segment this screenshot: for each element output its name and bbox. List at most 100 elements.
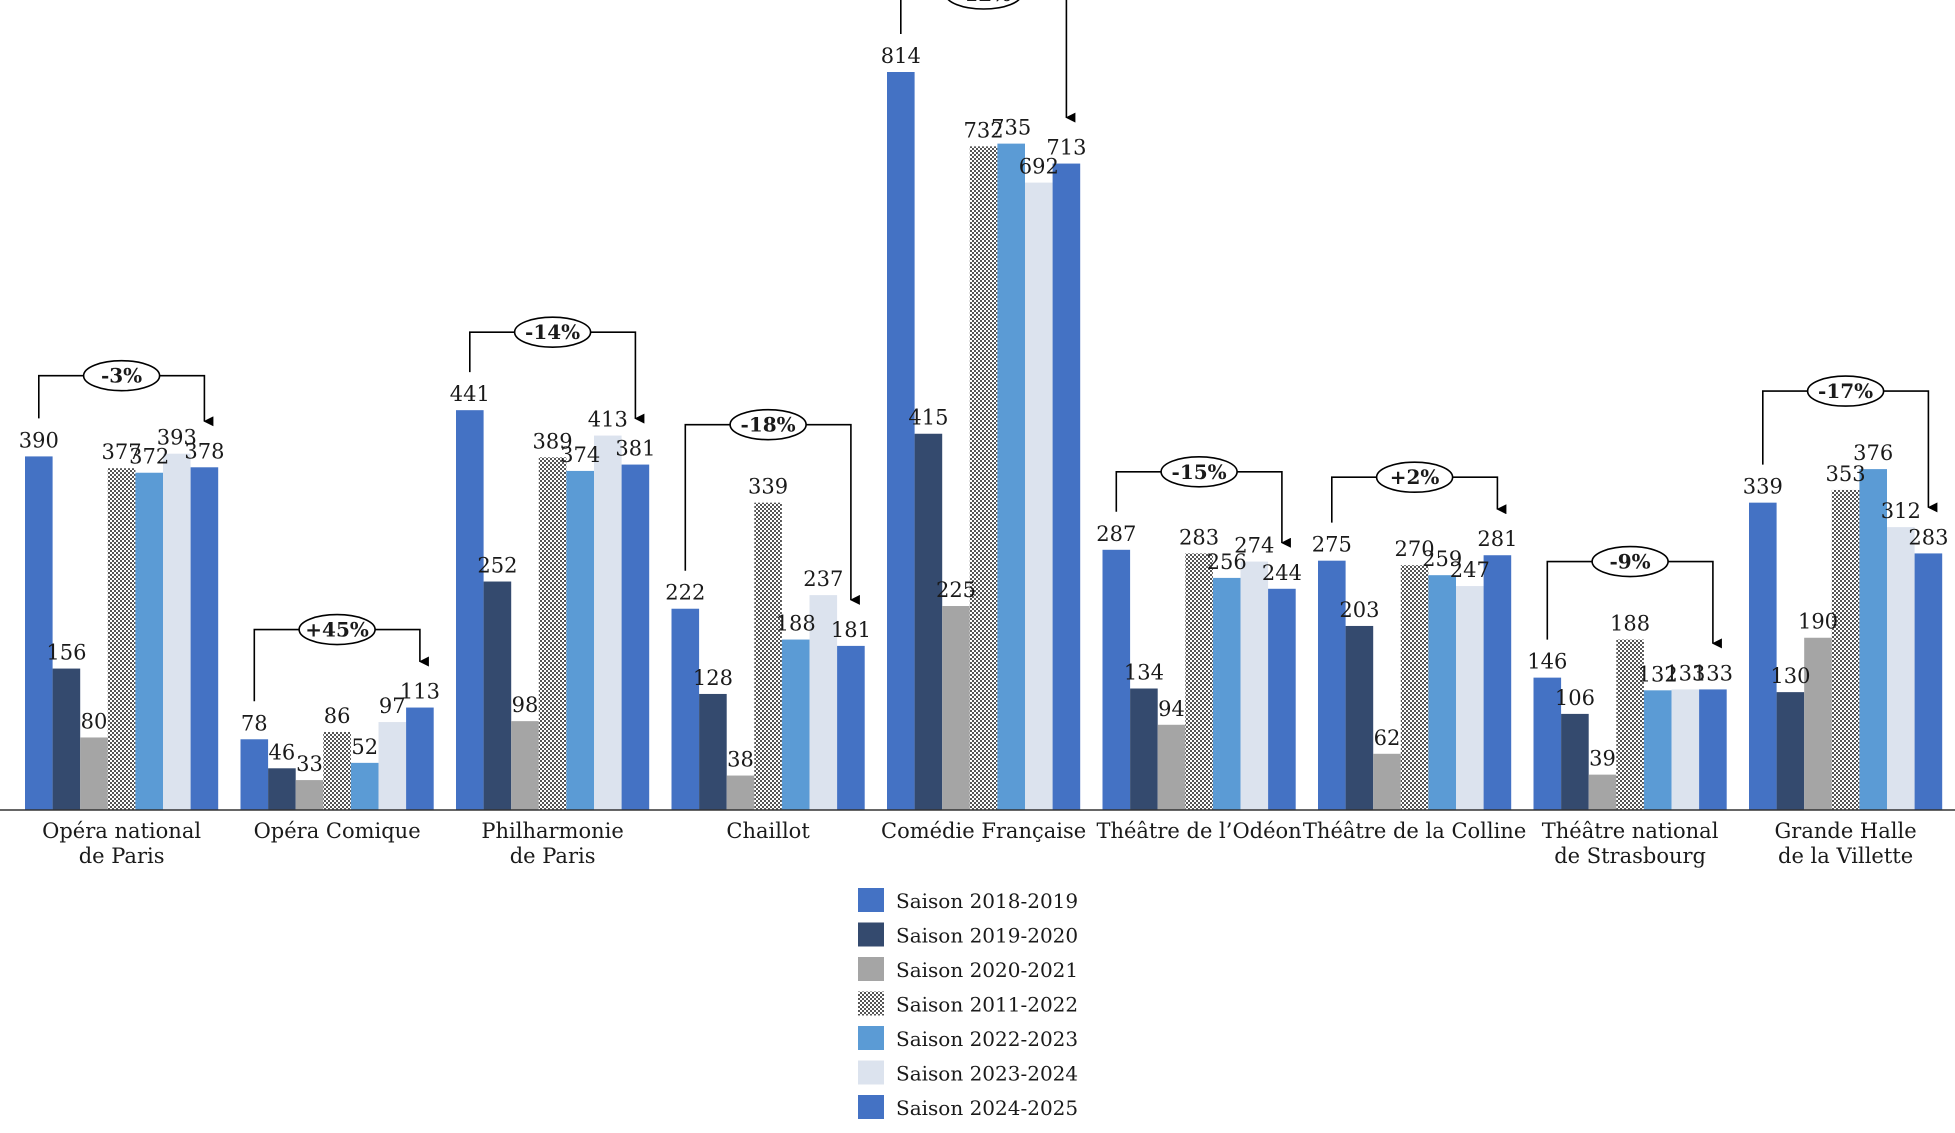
bar-3-4 (781, 639, 810, 810)
legend-label-2: Saison 2020-2021 (896, 958, 1078, 982)
data-label-1-0: 78 (241, 711, 268, 735)
data-label-2-0: 441 (450, 382, 490, 406)
bar-4-1 (914, 433, 943, 810)
data-label-1-4: 52 (351, 735, 378, 759)
bar-6-2 (1373, 753, 1401, 810)
bar-4-5 (1025, 182, 1053, 811)
bar-2-5 (594, 435, 622, 810)
legend-label-1: Saison 2019-2020 (896, 924, 1078, 948)
bar-1-0 (240, 739, 269, 810)
data-label-7-2: 39 (1589, 747, 1616, 771)
bar-1-1 (268, 768, 296, 810)
bar-2-0 (456, 410, 484, 810)
bar-8-2 (1804, 637, 1832, 810)
category-label-8: Grande Halle de la Villette (1775, 819, 1917, 868)
bar-2-2 (511, 721, 539, 810)
data-label-1-1: 46 (269, 740, 296, 764)
data-label-8-1: 130 (1770, 664, 1810, 688)
bar-7-0 (1533, 677, 1562, 810)
bar-6-4 (1428, 575, 1456, 810)
data-label-5-0: 287 (1096, 522, 1136, 546)
legend-label-0: Saison 2018-2019 (896, 889, 1078, 913)
legend-label-3: Saison 2011-2022 (896, 993, 1078, 1017)
legend-swatch-2 (858, 957, 884, 981)
bar-5-2 (1157, 724, 1186, 810)
data-label-7-3: 188 (1610, 612, 1650, 636)
bar-3-5 (809, 595, 838, 810)
data-label-2-3: 389 (533, 429, 573, 453)
category-label-0: Opéra national de Paris (42, 819, 201, 868)
bar-0-5 (163, 453, 191, 810)
change-badge-6 (1375, 461, 1454, 494)
bar-4-2 (942, 606, 970, 810)
bar-1-6 (406, 707, 434, 810)
data-label-8-3: 353 (1826, 462, 1866, 486)
legend-swatch-5 (858, 1060, 884, 1085)
data-label-8-6: 283 (1908, 525, 1948, 549)
data-label-1-2: 33 (296, 752, 323, 776)
bar-0-2 (80, 737, 108, 810)
bar-8-1 (1776, 692, 1805, 810)
data-label-8-2: 190 (1798, 610, 1838, 634)
bar-8-5 (1887, 527, 1915, 810)
bar-5-3 (1185, 553, 1213, 810)
category-label-2: Philharmonie de Paris (481, 819, 623, 868)
bar-1-3 (323, 732, 351, 810)
data-label-0-5: 393 (157, 426, 197, 450)
legend-swatch-1 (858, 922, 884, 947)
bar-0-6 (190, 467, 219, 810)
bar-7-3 (1616, 639, 1644, 810)
data-label-2-6: 381 (615, 437, 655, 461)
change-label-8: -17% (1818, 379, 1873, 403)
data-label-0-1: 156 (46, 641, 86, 665)
data-label-3-6: 181 (831, 618, 871, 642)
change-badge-3 (729, 408, 807, 441)
legend: Saison 2018-2019 Saison 2019-2020 Saison 2… (858, 888, 1078, 1120)
bar-5-4 (1212, 577, 1241, 810)
data-label-0-3: 377 (102, 440, 142, 464)
data-label-5-1: 134 (1124, 661, 1164, 685)
data-label-4-0: 814 (881, 44, 921, 68)
data-label-4-1: 415 (908, 406, 948, 430)
data-label-6-6: 281 (1477, 527, 1517, 551)
data-label-2-5: 413 (588, 408, 628, 432)
bar-2-4 (566, 470, 594, 810)
bar-1-4 (350, 762, 379, 810)
category-label-4: Comédie Française (881, 819, 1086, 843)
data-label-3-5: 237 (803, 567, 843, 591)
category-label-6: Théâtre de la Colline (1303, 819, 1526, 843)
change-label-6: +2% (1390, 465, 1440, 489)
legend-swatch-3 (858, 991, 884, 1016)
change-badge-0 (82, 359, 161, 392)
bar-7-4 (1643, 690, 1672, 810)
bar-6-5 (1456, 586, 1484, 810)
change-badge-7 (1591, 545, 1669, 578)
bar-5-5 (1240, 561, 1269, 810)
bar-5-1 (1130, 688, 1158, 810)
data-label-7-5: 133 (1665, 661, 1705, 685)
data-label-8-0: 339 (1743, 475, 1783, 499)
data-label-6-2: 62 (1374, 726, 1401, 750)
data-label-2-1: 252 (477, 554, 517, 578)
data-label-7-6: 133 (1693, 661, 1733, 685)
bar-4-4 (997, 143, 1025, 810)
bar-6-0 (1318, 560, 1346, 810)
data-label-3-2: 38 (727, 748, 754, 772)
data-label-6-5: 247 (1450, 558, 1490, 582)
data-label-5-6: 244 (1262, 561, 1302, 585)
legend-swatch-4 (858, 1026, 884, 1050)
data-label-2-2: 98 (512, 693, 539, 717)
data-label-6-4: 259 (1422, 547, 1462, 571)
data-label-8-4: 376 (1853, 441, 1893, 465)
data-label-7-4: 132 (1638, 662, 1678, 686)
data-label-1-5: 97 (379, 694, 406, 718)
bar-1-2 (295, 780, 324, 810)
bar-5-6 (1268, 588, 1296, 810)
change-label-3: -18% (741, 413, 796, 437)
bar-0-3 (107, 468, 136, 810)
bar-3-2 (726, 775, 755, 810)
change-badge-5 (1160, 455, 1238, 488)
data-label-4-3: 732 (964, 118, 1004, 142)
bar-8-4 (1859, 469, 1887, 810)
